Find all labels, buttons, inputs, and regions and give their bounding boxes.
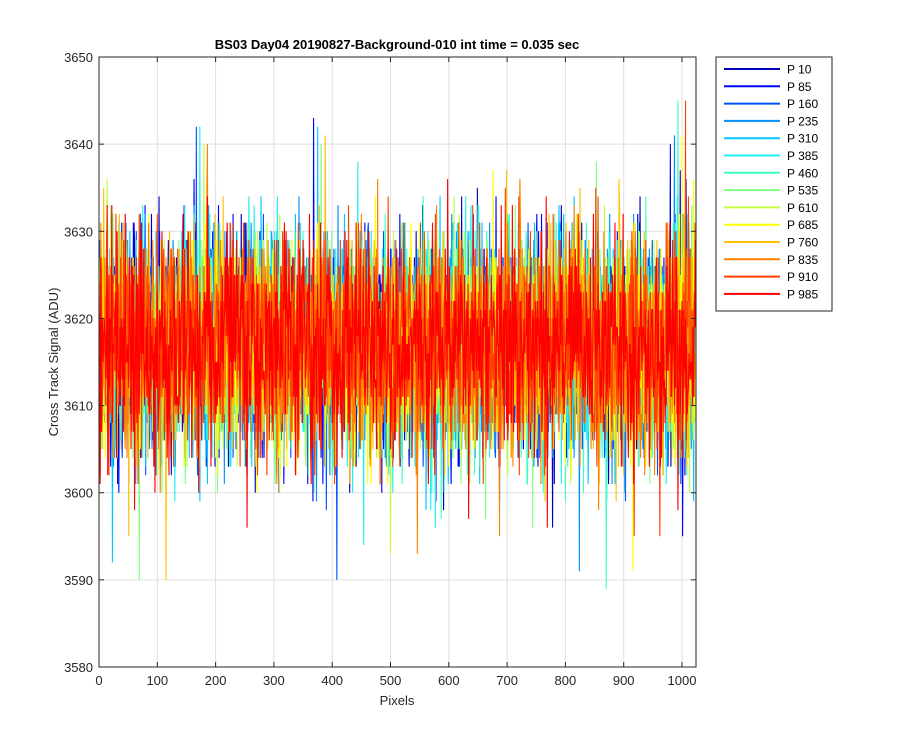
y-tick-label: 3640: [64, 137, 93, 152]
y-tick-label: 3610: [64, 399, 93, 414]
y-tick-label: 3600: [64, 486, 93, 501]
y-tick-label: 3630: [64, 224, 93, 239]
legend-label: P 910: [787, 270, 818, 284]
series-lines: [98, 100, 696, 589]
legend-label: P 235: [787, 114, 818, 128]
x-tick-label: 800: [555, 673, 577, 688]
y-axis-label: Cross Track Signal (ADU): [46, 288, 61, 437]
legend-label: P 460: [787, 166, 818, 180]
legend-label: P 160: [787, 97, 818, 111]
x-axis-label: Pixels: [380, 693, 415, 708]
x-tick-label: 600: [438, 673, 460, 688]
x-tick-label: 400: [321, 673, 343, 688]
legend-label: P 760: [787, 236, 818, 250]
x-tick-label: 500: [380, 673, 402, 688]
legend: P 10 P 85 P 160 P 235 P 310 P 385 P 460 P 535 P …: [715, 56, 833, 312]
legend-label: P 685: [787, 218, 818, 232]
legend-label: P 610: [787, 201, 818, 215]
legend-box: [715, 56, 833, 312]
legend-label: P 10: [787, 63, 812, 77]
chart-title: BS03 Day04 20190827-Background-010 int t…: [215, 37, 580, 52]
legend-label: P 310: [787, 132, 818, 146]
y-tick-label: 3620: [64, 311, 93, 326]
y-tick-label: 3580: [64, 660, 93, 675]
x-tick-label: 100: [146, 673, 168, 688]
plot-area-border: [98, 56, 697, 668]
x-tick-label: 700: [496, 673, 518, 688]
legend-label: P 535: [787, 184, 818, 198]
legend-label: P 385: [787, 149, 818, 163]
series-line: [98, 178, 696, 528]
y-tick-label: 3590: [64, 573, 93, 588]
x-tick-label: 1000: [668, 673, 697, 688]
axis-ticks: 0 100 200 300 400 500 600 700 800 900 1000 3580 3590…: [64, 50, 696, 688]
legend-label: P 985: [787, 287, 818, 301]
x-tick-label: 300: [263, 673, 285, 688]
y-tick-label: 3650: [64, 50, 93, 65]
legend-label: P 85: [787, 80, 812, 94]
x-tick-label: 900: [613, 673, 635, 688]
x-tick-label: 200: [205, 673, 227, 688]
x-tick-label: 0: [95, 673, 102, 688]
legend-label: P 835: [787, 253, 818, 267]
